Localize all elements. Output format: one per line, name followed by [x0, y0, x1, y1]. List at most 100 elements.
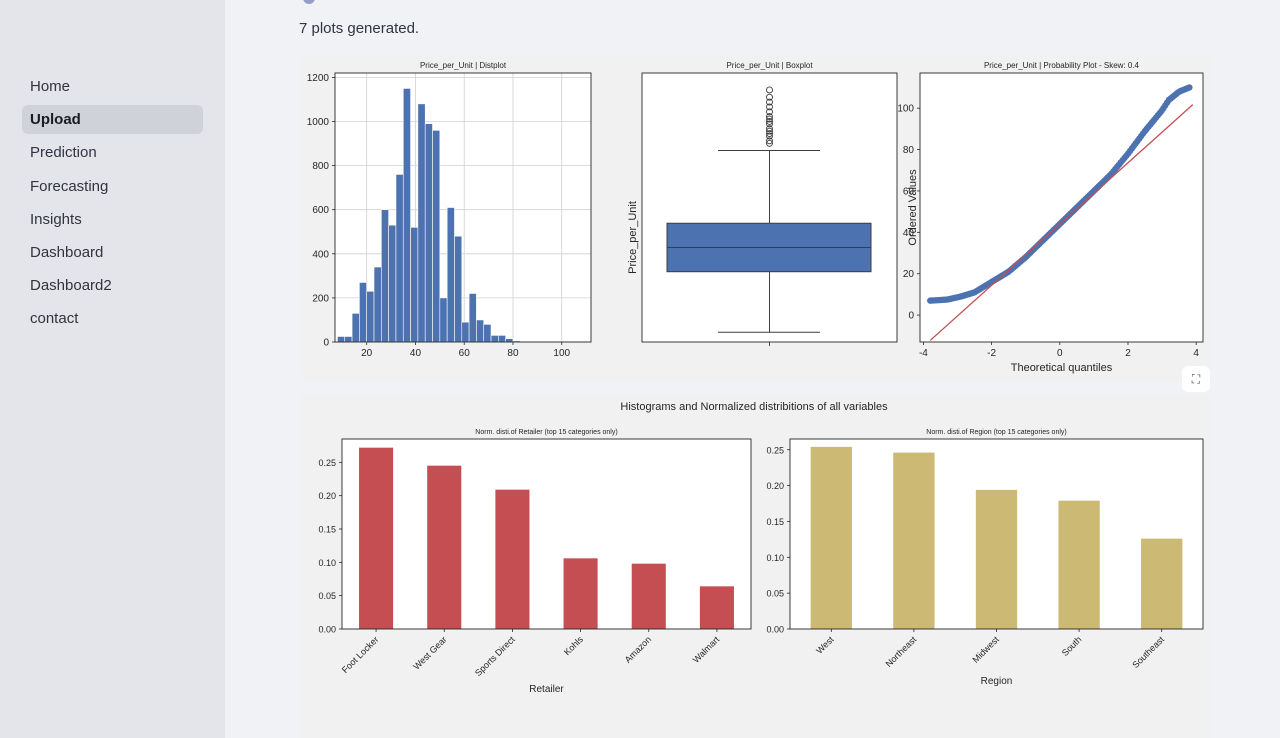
retailer-chart-ytick-label: 0.25 — [318, 458, 336, 468]
sidebar-item-upload[interactable]: Upload — [22, 105, 203, 135]
box-outlier — [766, 139, 773, 147]
hist-title: Price_per_Unit | Distplot — [420, 61, 507, 70]
region-chart-ytick-label: 0.00 — [766, 625, 784, 635]
hist-ytick-label: 400 — [312, 249, 329, 260]
prob-ytick-label: 60 — [903, 186, 915, 197]
hist-bar — [505, 338, 514, 343]
retailer-chart-ytick-label: 0.20 — [318, 491, 336, 501]
region-chart-title: Norm. disti.of Region (top 15 categories… — [926, 429, 1066, 436]
region-chart-ytick-label: 0.05 — [766, 589, 784, 599]
retailer-chart-bar — [495, 489, 530, 629]
box-outlier — [766, 93, 773, 101]
box-ylabel: Price_per_Unit — [627, 201, 639, 274]
box-outlier — [766, 86, 773, 94]
box-outlier — [766, 108, 773, 116]
sidebar-item-forecasting[interactable]: Forecasting — [30, 177, 109, 195]
hist-frame — [334, 72, 592, 343]
hist-bar — [446, 207, 455, 343]
region-chart-xtick-label: Southeast — [1130, 634, 1166, 670]
region-chart-ytick-label: 0.15 — [766, 517, 784, 527]
hist-bar — [498, 335, 506, 343]
sidebar-nav: Home Upload Prediction Forecasting Insig… — [22, 72, 203, 338]
sidebar-item-dashboard2[interactable]: Dashboard2 — [30, 277, 112, 295]
region-chart-bar — [1058, 500, 1100, 629]
retailer-chart-xtick-label: Foot Locker — [340, 634, 381, 675]
region-chart-xtick-label: West — [814, 634, 836, 656]
hist-bar — [410, 227, 419, 343]
figure-categorical-distributions: Histograms and Normalized distribitions … — [299, 394, 1210, 738]
prob-fit-line — [929, 104, 1194, 341]
box-outlier — [766, 113, 773, 121]
sidebar-item-home[interactable]: Home — [30, 78, 71, 95]
box-outlier — [766, 98, 773, 106]
retailer-chart-bar — [563, 558, 598, 629]
hist-bar — [490, 335, 499, 343]
hist-bar — [395, 174, 404, 343]
retailer-chart-ytick-label: 0.10 — [318, 558, 336, 568]
fig2-title: Histograms and Normalized distribitions … — [620, 401, 888, 413]
hist-bar — [344, 336, 353, 343]
figure-price-per-unit-svg: 20 40 60 80 100020040060080010001200Price_pe… — [307, 61, 1204, 374]
retailer-chart-xtick-label: Sports Direct — [473, 634, 517, 678]
hist-bar — [388, 224, 397, 343]
hist-bar — [432, 130, 441, 343]
prob-ytick-label: 40 — [903, 228, 915, 239]
hist-xtick-label: 60 — [459, 348, 471, 359]
main-content: 7 plots generated. 20 40 60 80 100 0 200 400 600… — [225, 0, 1280, 738]
prob-xtick-label: 4 — [1193, 348, 1199, 359]
hist-ytick-label: 0 — [323, 338, 329, 349]
fullscreen-button[interactable]: ⛶ — [1182, 366, 1210, 392]
region-chart-bar — [893, 452, 935, 629]
region-chart-ytick-label: 0.25 — [766, 445, 784, 455]
sidebar-item-dashboard[interactable]: Dashboard — [30, 243, 104, 261]
prob-point — [1186, 84, 1193, 91]
box-outlier — [766, 132, 773, 140]
figure-price-per-unit: 20 40 60 80 100 0 200 400 600 800 1000 1200 Price_pe… — [299, 56, 1210, 380]
hist-ytick-label: 1200 — [307, 73, 330, 84]
box-outlier — [766, 115, 773, 123]
region-chart-bar — [1141, 538, 1183, 629]
hist-bar — [439, 297, 448, 343]
hist-bar — [402, 88, 411, 343]
retailer-chart-xtick-label: Walmart — [691, 634, 722, 665]
hist-ytick-label: 1000 — [307, 117, 330, 128]
prob-xtick-label: -2 — [987, 348, 996, 359]
hist-bar — [483, 324, 492, 343]
box-frame — [641, 72, 898, 343]
hist-xtick-label: 100 — [553, 348, 570, 359]
prob-ytick-label: 20 — [903, 269, 915, 280]
hist-bar — [359, 282, 367, 343]
region-chart-frame — [789, 438, 1204, 630]
retailer-chart-xtick-label: Kohls — [562, 634, 585, 657]
region-chart-bar — [975, 489, 1018, 629]
hist-bar — [468, 293, 477, 343]
sidebar-item-contact[interactable]: contact — [30, 310, 79, 328]
prob-ylabel: Ordered Values — [907, 169, 919, 246]
retailer-chart-ytick-label: 0.05 — [318, 591, 336, 601]
box-outlier — [766, 103, 773, 111]
retailer-chart-ytick-label: 0.00 — [318, 625, 336, 635]
prob-xtick-label: -4 — [919, 348, 928, 359]
box-outlier — [766, 127, 773, 135]
hist-xtick-label: 20 — [361, 348, 373, 359]
hist-bar — [476, 319, 485, 343]
hist-ytick-label: 800 — [312, 161, 329, 172]
retailer-chart-bar — [359, 447, 394, 629]
retailer-chart-xlabel: Retailer — [529, 684, 564, 695]
hist-xtick-label: 80 — [507, 348, 519, 359]
hist-bar — [424, 123, 433, 343]
hist-bar — [337, 336, 346, 343]
box-outlier — [766, 125, 773, 133]
hist-xtick-label: 40 — [410, 348, 422, 359]
figure-categorical-distributions-svg: Histograms and Normalized distribitions … — [318, 401, 1204, 695]
retailer-chart-title: Norm. disti.of Retailer (top 15 categori… — [475, 429, 617, 436]
region-chart-xlabel: Region — [981, 676, 1013, 687]
retailer-chart-ytick-label: 0.15 — [318, 525, 336, 535]
retailer-chart-frame — [341, 438, 752, 630]
hist-bar — [454, 235, 463, 343]
retailer-chart-bar — [699, 586, 734, 629]
sidebar-item-insights[interactable]: Insights — [30, 210, 82, 228]
sidebar-item-prediction[interactable]: Prediction — [30, 144, 97, 162]
prob-xlabel: Theoretical quantiles — [1011, 362, 1113, 374]
prob-ytick-label: 80 — [903, 145, 915, 156]
